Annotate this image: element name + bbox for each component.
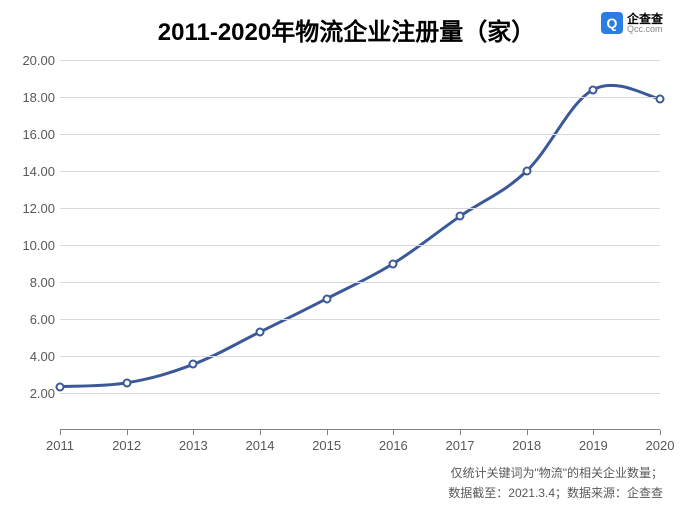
chart-container: 2011-2020年物流企业注册量（家） Q 企查查 Qcc.com 2.00 4… (0, 0, 693, 520)
data-marker (389, 259, 398, 268)
data-marker (456, 212, 465, 221)
x-tick-label: 2016 (368, 438, 418, 453)
series-line (60, 85, 660, 386)
x-tick (527, 430, 528, 435)
h-gridline (60, 60, 660, 61)
x-tick-label: 2020 (635, 438, 685, 453)
data-marker (656, 94, 665, 103)
h-gridline (60, 393, 660, 394)
plot-area (60, 60, 660, 430)
x-tick (193, 430, 194, 435)
h-gridline (60, 282, 660, 283)
data-marker (56, 382, 65, 391)
x-tick (60, 430, 61, 435)
data-marker (522, 167, 531, 176)
x-tick (460, 430, 461, 435)
h-gridline (60, 134, 660, 135)
logo-text: 企查查 Qcc.com (627, 13, 663, 34)
x-tick (393, 430, 394, 435)
h-gridline (60, 356, 660, 357)
data-marker (189, 360, 198, 369)
x-tick-label: 2014 (235, 438, 285, 453)
y-tick-label: 20.00 (10, 53, 55, 68)
y-tick-label: 6.00 (10, 312, 55, 327)
x-tick (660, 430, 661, 435)
x-tick-label: 2018 (502, 438, 552, 453)
data-marker (589, 85, 598, 94)
footnote-line: 数据截至：2021.3.4；数据来源：企查查 (448, 484, 663, 501)
x-tick-label: 2019 (568, 438, 618, 453)
data-marker (256, 327, 265, 336)
data-marker (322, 294, 331, 303)
logo: Q 企查查 Qcc.com (601, 12, 663, 34)
y-tick-label: 10.00 (10, 238, 55, 253)
logo-sub: Qcc.com (627, 25, 663, 34)
h-gridline (60, 245, 660, 246)
logo-main: 企查查 (627, 13, 663, 25)
h-gridline (60, 171, 660, 172)
logo-icon: Q (601, 12, 623, 34)
h-gridline (60, 97, 660, 98)
x-tick (260, 430, 261, 435)
x-tick-label: 2015 (302, 438, 352, 453)
x-tick-label: 2017 (435, 438, 485, 453)
y-tick-label: 8.00 (10, 275, 55, 290)
footnote-line: 仅统计关键词为"物流"的相关企业数量； (450, 464, 663, 481)
x-tick (127, 430, 128, 435)
h-gridline (60, 319, 660, 320)
y-tick-label: 2.00 (10, 386, 55, 401)
data-marker (122, 378, 131, 387)
h-gridline (60, 208, 660, 209)
x-tick-label: 2013 (168, 438, 218, 453)
x-tick (327, 430, 328, 435)
y-tick-label: 14.00 (10, 164, 55, 179)
x-tick-label: 2011 (35, 438, 85, 453)
y-tick-label: 16.00 (10, 127, 55, 142)
x-tick-label: 2012 (102, 438, 152, 453)
y-tick-label: 12.00 (10, 201, 55, 216)
x-tick (593, 430, 594, 435)
y-tick-label: 4.00 (10, 349, 55, 364)
y-tick-label: 18.00 (10, 90, 55, 105)
chart-title: 2011-2020年物流企业注册量（家） (0, 12, 693, 47)
